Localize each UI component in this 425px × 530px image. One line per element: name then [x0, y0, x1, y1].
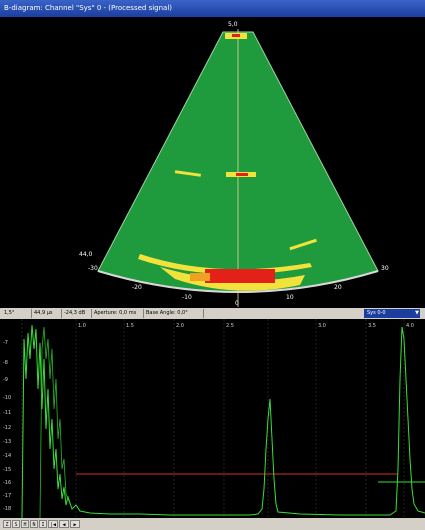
y-tick-label: -13: [3, 439, 11, 445]
a-scan-canvas: -7 -8 -9 -10 -11 -12 -13 -14 -15 -16 -17…: [3, 319, 425, 519]
y-tick-label: -7: [3, 340, 8, 346]
x-tick-label: 1.0: [78, 323, 86, 329]
y-tick-label: -16: [3, 480, 11, 486]
status-base-angle: Base Angle: 0,0°: [144, 309, 204, 318]
y-tick-label: -12: [3, 425, 11, 431]
zoom-toolbar: Z S H N I |◀ ◀ ▶: [0, 518, 425, 530]
y-tick-label: -14: [3, 453, 11, 459]
status-angle: 1,5°: [2, 309, 32, 318]
y-tick-label: -18: [3, 506, 11, 512]
x-tick-label: 3.5: [368, 323, 376, 329]
channel-select[interactable]: Sys 0-0 ▼: [364, 309, 420, 318]
right-echo: [289, 238, 317, 251]
b-scan-canvas: 5,0 44,0 -30 -20 -10 0 10 20 30: [79, 21, 389, 307]
scale-button[interactable]: S: [12, 520, 20, 528]
normal-button[interactable]: N: [30, 520, 38, 528]
angle-label: 30: [381, 265, 389, 272]
bottom-echo-core-2: [190, 273, 210, 281]
angle-label: 20: [334, 284, 342, 291]
a-scan-signal-near: [39, 326, 71, 519]
channel-select-value: Sys 0-0: [367, 310, 386, 316]
angle-label: 0: [235, 300, 239, 307]
x-tick-label: 2.5: [226, 323, 234, 329]
y-tick-label: -9: [3, 377, 8, 383]
bottom-echo-band-lower: [160, 267, 305, 291]
first-frame-button[interactable]: |◀: [48, 520, 58, 528]
info-button[interactable]: I: [39, 520, 47, 528]
status-bar: 1,5° 44,9 µs -24,3 dB Aperture: 0,0 ms B…: [0, 308, 425, 319]
mid-echo-left: [174, 170, 202, 177]
x-tick-label: 3.0: [318, 323, 326, 329]
y-tick-label: -15: [3, 467, 11, 473]
status-time: 44,9 µs: [32, 309, 62, 318]
zoom-button[interactable]: Z: [3, 520, 11, 528]
status-amplitude: -24,3 dB: [62, 309, 92, 318]
previous-frame-button[interactable]: ◀: [59, 520, 69, 528]
chevron-down-icon[interactable]: ▼: [415, 310, 419, 316]
a-scan-view[interactable]: -7 -8 -9 -10 -11 -12 -13 -14 -15 -16 -17…: [0, 319, 425, 519]
angle-label: -10: [182, 294, 192, 301]
bottom-echo-core: [205, 269, 275, 283]
next-frame-button[interactable]: ▶: [70, 520, 80, 528]
status-aperture: Aperture: 0,0 ms: [92, 309, 144, 318]
range-bottom-label: 44,0: [79, 251, 93, 258]
mid-echo-right-core: [236, 173, 248, 176]
near-field-echo-core: [232, 34, 240, 37]
hold-button[interactable]: H: [21, 520, 29, 528]
a-scan-signal: [21, 324, 425, 519]
b-scan-view[interactable]: 5,0 44,0 -30 -20 -10 0 10 20 30: [0, 17, 425, 308]
x-tick-label: 4.0: [406, 323, 414, 329]
y-tick-label: -8: [3, 360, 8, 366]
y-tick-label: -17: [3, 493, 11, 499]
y-tick-label: -10: [3, 395, 11, 401]
window-title: B-diagram: Channel "Sys" 0 - (Processed …: [0, 0, 425, 17]
angle-label: -20: [132, 284, 142, 291]
y-tick-label: -11: [3, 410, 11, 416]
x-tick-label: 2.0: [176, 323, 184, 329]
angle-label: -30: [88, 265, 98, 272]
x-tick-label: 1.5: [126, 323, 134, 329]
angle-label: 10: [286, 294, 294, 301]
grid: [21, 319, 405, 518]
range-top-label: 5,0: [228, 21, 238, 28]
